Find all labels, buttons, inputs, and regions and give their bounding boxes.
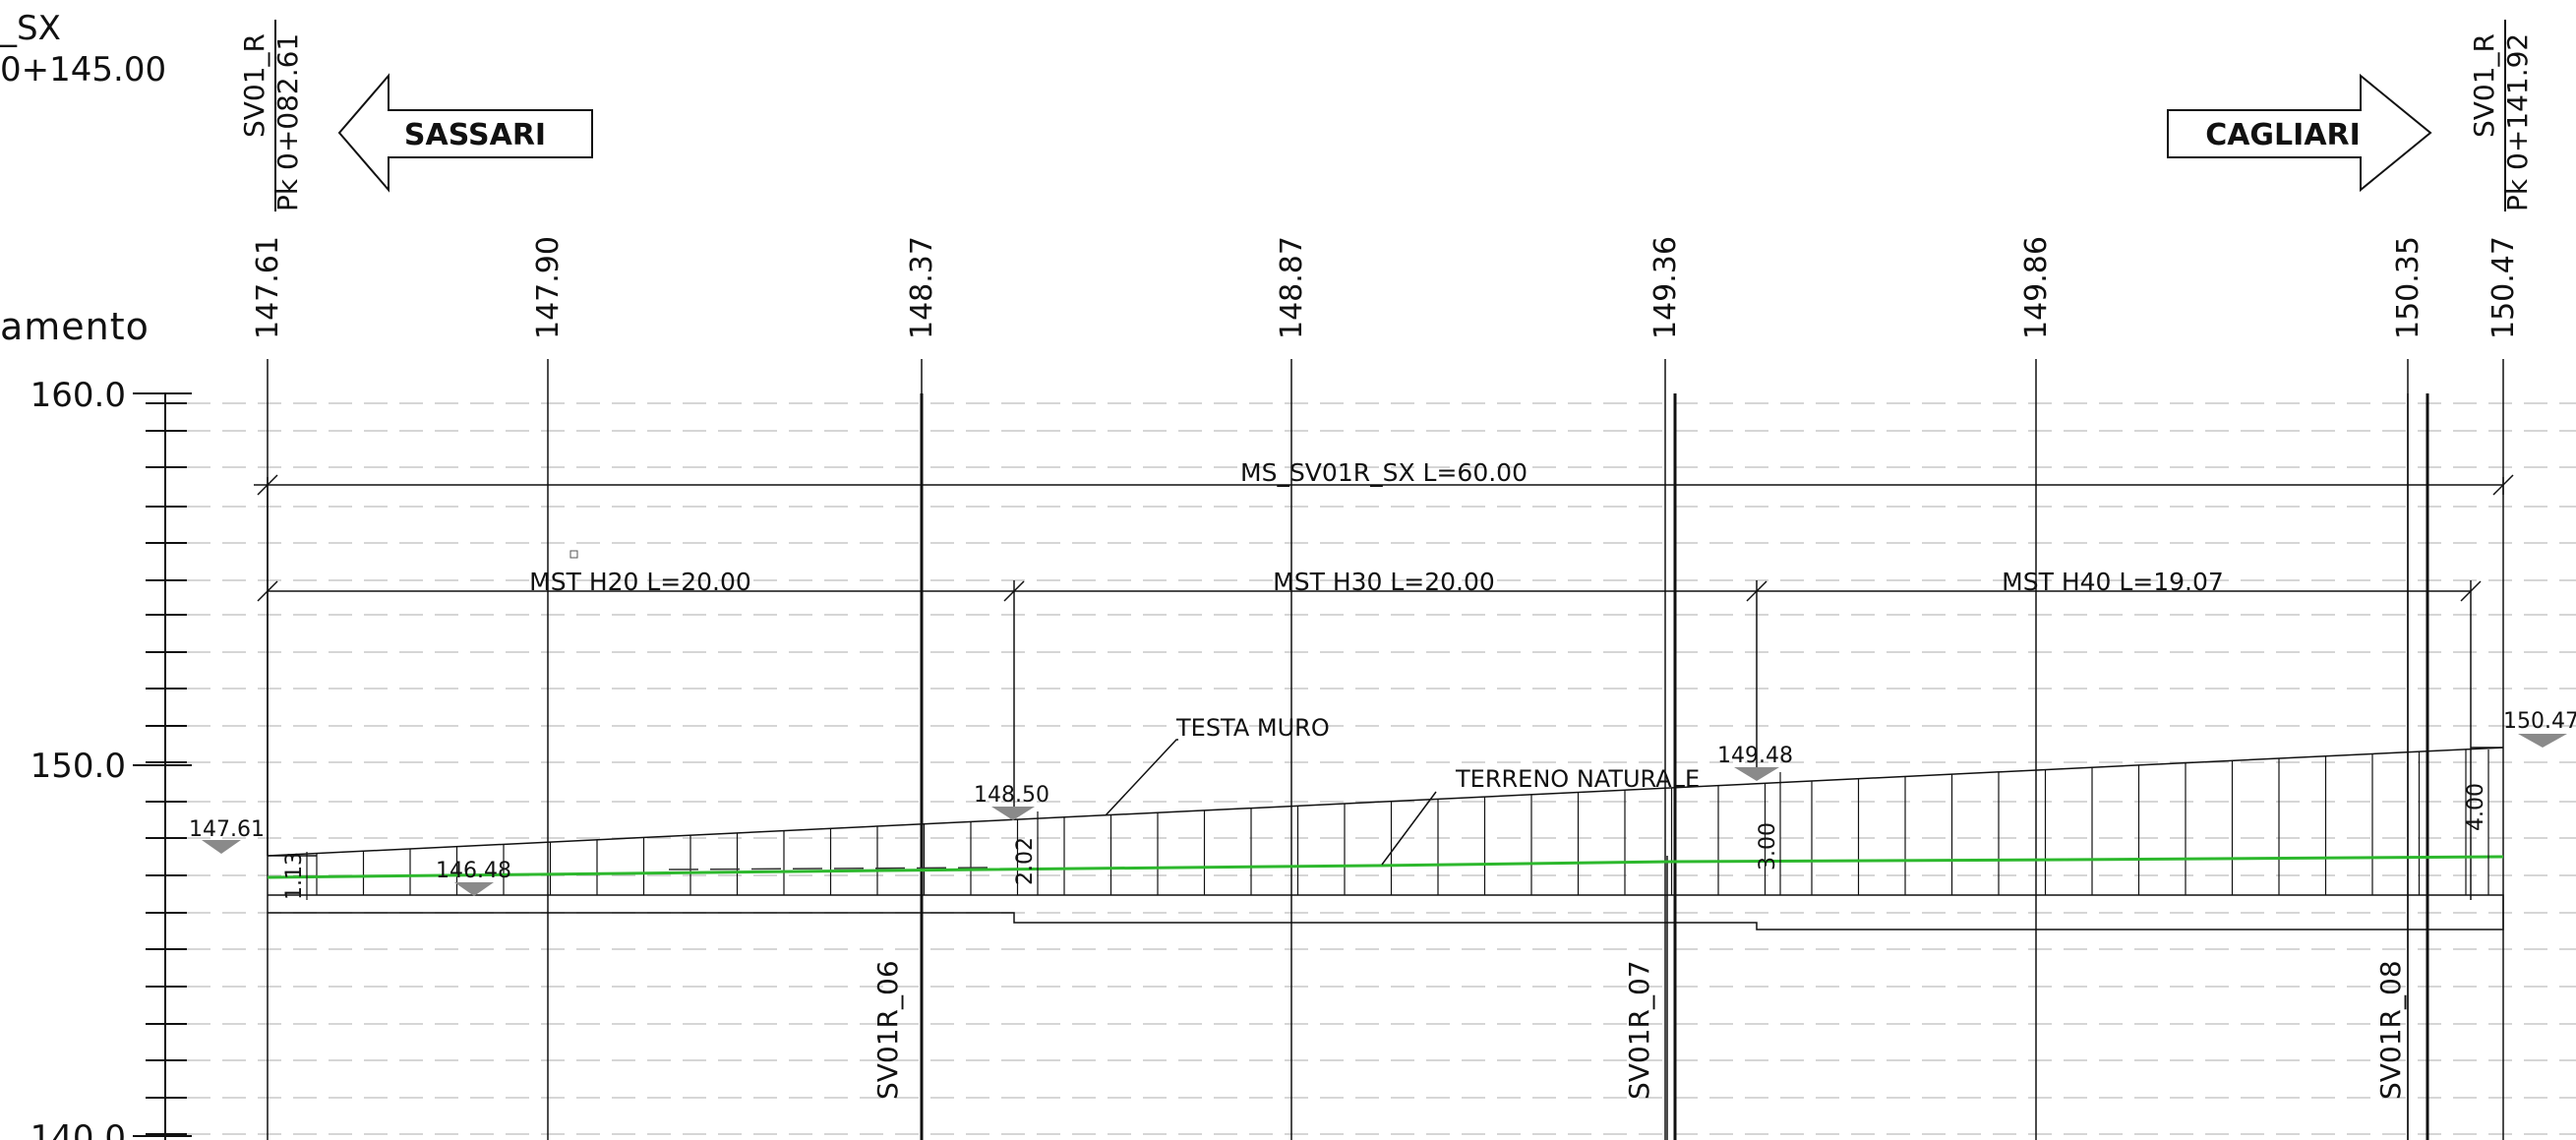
- station-label-07: SV01R_07: [1623, 960, 1655, 1100]
- section-end-label: SV01_R Pk 0+141.92: [2468, 20, 2534, 211]
- wall-height-h40b: 4.00: [2464, 783, 2488, 831]
- svg-text:CAGLIARI: CAGLIARI: [2205, 118, 2361, 152]
- svg-text:SASSARI: SASSARI: [404, 118, 546, 152]
- callout-natural-ground: [1381, 791, 1437, 866]
- column-elevation-label: 150.47: [2486, 236, 2521, 339]
- title-fragment-pk: 0+145.00: [0, 50, 166, 90]
- axis-tick-160: 160.0: [30, 376, 126, 415]
- title-fragment-name: _SX: [0, 9, 61, 48]
- column-elevation-label: 149.36: [1648, 236, 1683, 339]
- natural-ground-line: [267, 855, 2504, 879]
- callout-wall-top: [1105, 739, 1178, 816]
- wall-height-h40a: 3.00: [1756, 822, 1780, 870]
- arrow-left-sassari: SASSARI: [337, 73, 593, 193]
- column-elevation-label: 147.90: [531, 236, 566, 339]
- svg-text:SV01_R: SV01_R: [238, 33, 270, 138]
- column-elevation-label: 148.87: [1275, 236, 1309, 339]
- elevation-marker-h40: 149.48: [1717, 744, 1793, 781]
- wall-hatching: [316, 749, 2467, 895]
- arrow-right-cagliari: CAGLIARI: [2167, 73, 2432, 193]
- dimension-segment-h30: MST H30 L=20.00: [1273, 568, 1495, 596]
- column-elevation-labels: 147.61 147.90 148.37 148.87 149.36 149.86 150.…: [251, 236, 2521, 339]
- svg-text:Pk 0+141.92: Pk 0+141.92: [2501, 33, 2534, 211]
- column-elevation-label: 149.86: [2019, 236, 2054, 339]
- elevation-axis: [133, 392, 192, 1140]
- svg-text:147.61: 147.61: [189, 817, 265, 842]
- section-start-label: SV01_R Pk 0+082.61: [238, 20, 304, 211]
- column-elevation-label: 147.61: [251, 236, 285, 339]
- dimension-total-label: MS_SV01R_SX L=60.00: [1240, 458, 1528, 487]
- svg-text:Pk 0+082.61: Pk 0+082.61: [271, 33, 304, 211]
- elevation-marker-end: 150.47: [2503, 709, 2576, 748]
- dimension-segments: [257, 580, 2482, 900]
- small-square-marker: [569, 550, 578, 559]
- wall-height-h30: 2.02: [1013, 837, 1038, 885]
- callout-natural-ground-label: TERRENO NATURALE: [1455, 765, 1700, 793]
- station-label-08: SV01R_08: [2374, 960, 2407, 1100]
- elevation-marker-ground: 146.48: [436, 859, 511, 896]
- axis-label: amento: [0, 305, 150, 348]
- column-elevation-label: 148.37: [905, 236, 939, 339]
- dimension-total: [254, 474, 2514, 856]
- svg-text:SV01_R: SV01_R: [2468, 33, 2500, 138]
- station-label-06: SV01R_06: [871, 960, 904, 1100]
- svg-text:150.47: 150.47: [2503, 709, 2576, 734]
- station-lines: [920, 393, 2429, 1140]
- column-elevation-label: 150.35: [2391, 236, 2426, 339]
- axis-tick-150: 150.0: [30, 747, 126, 786]
- callout-wall-top-label: TESTA MURO: [1175, 714, 1330, 742]
- wall-height-h20: 1.13: [282, 852, 307, 900]
- svg-text:148.50: 148.50: [974, 783, 1049, 808]
- svg-text:146.48: 146.48: [436, 859, 511, 883]
- elevation-marker-start: 147.61: [189, 817, 265, 854]
- wall-foundation: [268, 894, 2504, 930]
- elevation-marker-h30: 148.50: [974, 783, 1049, 820]
- wall-top-profile: [267, 747, 2504, 857]
- elevation-grid: [187, 402, 2576, 1135]
- axis-tick-140: 140.0: [30, 1118, 126, 1140]
- dimension-segment-h40: MST H40 L=19.07: [2002, 568, 2224, 596]
- dimension-segment-h20: MST H20 L=20.00: [529, 568, 751, 596]
- svg-text:149.48: 149.48: [1717, 744, 1793, 768]
- wall-height-dimensions: [306, 750, 2489, 900]
